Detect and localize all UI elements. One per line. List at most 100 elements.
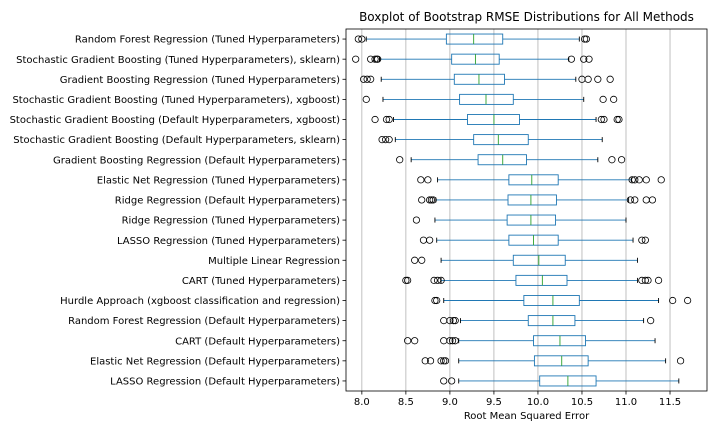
y-tick-label: Random Forest Regression (Default Hyperp… [68, 316, 340, 327]
flier-point [421, 357, 429, 365]
flier-point [613, 115, 621, 124]
flier-point [606, 75, 614, 83]
box-iqr [473, 134, 529, 146]
flier-point [418, 196, 426, 204]
flier-point [641, 276, 649, 284]
flier-point [396, 156, 404, 164]
y-tick-label: Elastic Net Regression (Default Hyperpar… [90, 356, 340, 367]
x-tick-label: 9.5 [486, 397, 502, 408]
flier-point [411, 337, 419, 345]
flier-point [437, 357, 445, 365]
box-iqr [507, 194, 557, 206]
flier-point [371, 55, 379, 63]
flier-point [449, 317, 458, 325]
flier-point [631, 176, 639, 184]
flier-point [426, 236, 434, 244]
flier-point [448, 337, 457, 345]
flier-point [441, 357, 450, 365]
flier-point [446, 337, 454, 345]
flier-point [367, 75, 375, 83]
flier-point [417, 176, 425, 184]
flier-point [584, 75, 592, 83]
y-tick-label: CART (Tuned Hyperparameters) [182, 276, 340, 287]
flier-point [567, 55, 576, 63]
box-series [431, 295, 692, 306]
flier-point [615, 115, 623, 124]
box-series [419, 234, 649, 246]
flier-point [600, 115, 608, 124]
flier-point [451, 337, 459, 345]
box-series [360, 73, 614, 85]
box-series [371, 114, 623, 125]
flier-point [594, 75, 602, 83]
flier-point [404, 276, 412, 284]
flier-point [411, 256, 419, 264]
box-series [404, 335, 656, 347]
x-tick-label: 11.5 [659, 397, 681, 408]
box-series [421, 355, 685, 367]
y-tick-label: Stochastic Gradient Boosting (Default Hy… [10, 115, 341, 126]
box-series [417, 174, 665, 186]
flier-point [599, 95, 607, 103]
flier-point [385, 115, 393, 124]
flier-point [378, 136, 386, 144]
box-iqr [445, 33, 504, 45]
flier-point [382, 136, 390, 144]
flier-point [669, 296, 677, 305]
box-series [402, 274, 663, 286]
flier-point [676, 357, 685, 365]
flier-point [654, 276, 663, 284]
box-series [362, 93, 618, 105]
flier-point [426, 196, 434, 204]
flier-point [385, 136, 393, 144]
flier-point [426, 357, 435, 365]
flier-point [431, 296, 439, 305]
flier-point [424, 176, 432, 184]
flier-point [429, 196, 437, 204]
flier-point [430, 276, 438, 284]
y-tick-label: LASSO Regression (Tuned Hyperparameters) [117, 236, 340, 247]
y-tick-label: Gradient Boosting Regression (Tuned Hype… [60, 75, 340, 86]
flier-point [626, 196, 634, 204]
y-tick-label: Multiple Linear Regression [208, 256, 340, 267]
y-tick-label: Ridge Regression (Default Hyperparameter… [115, 196, 340, 207]
y-tick-label: Elastic Net Regression (Tuned Hyperparam… [97, 175, 340, 186]
flier-point [382, 115, 391, 124]
flier-point [437, 276, 445, 284]
grid-layer [361, 29, 671, 391]
flier-point [374, 55, 382, 63]
y-tick-label: Stochastic Gradient Boosting (Tuned Hype… [16, 55, 340, 66]
flier-point [358, 35, 366, 43]
flier-point [585, 55, 593, 63]
plot-frame [345, 28, 708, 392]
flier-point [433, 296, 441, 305]
flier-point [352, 55, 360, 63]
flier-point [608, 156, 616, 164]
flier-point [581, 35, 589, 43]
flier-point [580, 55, 588, 63]
flier-point [648, 196, 657, 204]
flier-point [440, 357, 448, 365]
flier-point [362, 95, 370, 103]
box-layer [352, 33, 692, 387]
box-iqr [508, 174, 559, 186]
flier-point [642, 176, 650, 184]
flier-point [647, 317, 655, 325]
flier-point [354, 35, 362, 43]
flier-point [402, 276, 410, 284]
flier-point [641, 236, 649, 244]
y-tick-label: Stochastic Gradient Boosting (Default Hy… [13, 135, 340, 146]
x-tick-label: 10.5 [571, 397, 593, 408]
flier-point [360, 75, 368, 83]
flier-point [440, 377, 448, 385]
flier-point [610, 95, 618, 103]
flier-point [427, 196, 436, 204]
flier-point [363, 75, 371, 83]
x-tick-label: 9.0 [442, 397, 458, 408]
box-series [352, 53, 593, 65]
x-tick-label: 8.5 [398, 397, 414, 408]
box-series [378, 134, 603, 146]
flier-point [597, 115, 605, 124]
flier-point [418, 256, 426, 264]
